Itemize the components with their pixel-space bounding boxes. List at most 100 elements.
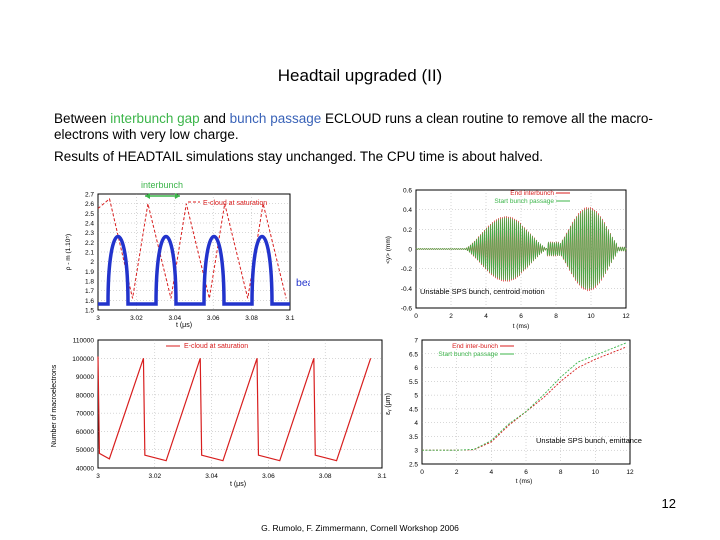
x-tick-label: 2: [449, 313, 453, 320]
footer-credit: G. Rumolo, F. Zimmermann, Cornell Worksh…: [261, 523, 459, 533]
x-tick-label: 3.02: [148, 473, 161, 480]
plot1-y-ticks: 2.7 2.6 2.5 2.4 2.3 2.2 2.1 2 1.9 1.8 1.7 1.6 1.5: [85, 192, 94, 315]
plot3-y-ticks: 110000 100000 90000 80000 70000 60000 50000 400…: [72, 338, 94, 473]
plot1-legend-label: E-cloud at saturation: [203, 200, 267, 207]
x-tick-label: 10: [592, 469, 600, 476]
y-tick-label: 40000: [76, 466, 94, 473]
y-tick-label: 2.5: [85, 211, 94, 218]
plot-ecloud-signal: 2.7 2.6 2.5 2.4 2.3 2.2 2.1 2 1.9 1.8 1.7 1.6 1.5 3 3…: [65, 180, 310, 329]
x-tick-label: 6: [519, 313, 523, 320]
y-tick-label: 1.5: [85, 308, 94, 315]
y-tick-label: 0.2: [403, 227, 412, 234]
x-tick-label: 0: [414, 313, 418, 320]
x-tick-label: 3.08: [319, 473, 332, 480]
x-tick-label: 4: [484, 313, 488, 320]
y-tick-label: 5: [414, 393, 418, 400]
y-tick-label: 2.3: [85, 230, 94, 237]
y-tick-label: 80000: [76, 392, 94, 399]
plot2-y-ticks: 0.6 0.4 0.2 0 -0.2 -0.4 -0.6: [401, 188, 413, 313]
interbunch-arrow-left-head: [145, 193, 150, 199]
plot-emittance: 7 6.5 6 5.5 5 4.5 4 3.5 3 2.5 0 2 4 6 8 10 12 End inter…: [385, 338, 644, 486]
x-tick-label: 4: [490, 469, 494, 476]
x-tick-label: 8: [554, 313, 558, 320]
y-tick-label: 7: [414, 338, 418, 345]
plot4-annotation: Unstable SPS bunch, emittance evolution: [536, 436, 644, 445]
y-tick-label: -0.2: [401, 266, 413, 273]
plot3-x-ticks: 3 3.02 3.04 3.06 3.08 3.1: [96, 473, 387, 480]
x-tick-label: 3.04: [205, 473, 218, 480]
x-tick-label: 3: [96, 473, 100, 480]
plot2-series-start-bunch: [415, 208, 627, 290]
y-tick-label: 0.6: [403, 188, 412, 195]
slide-title: Headtail upgraded (II): [277, 66, 443, 85]
plot4-frame: [421, 339, 631, 465]
x-tick-label: 3.08: [245, 315, 258, 322]
plot4-x-ticks: 0 2 4 6 8 10 12: [420, 469, 634, 476]
x-tick-label: 3.02: [130, 315, 143, 322]
y-tick-label: 50000: [76, 447, 94, 454]
y-tick-label: 2.7: [85, 192, 94, 199]
paragraph-results: Results of HEADTAIL simulations stay unc…: [54, 149, 543, 164]
x-tick-label: 12: [622, 313, 630, 320]
x-tick-label: 12: [626, 469, 634, 476]
y-tick-label: 2.1: [85, 250, 94, 257]
plot3-xlabel: t (μs): [230, 481, 246, 488]
plot1-xlabel: t (μs): [176, 322, 192, 329]
bunch-passage-term: bunch passage: [229, 111, 322, 126]
interbunch-arrow-right-head: [175, 193, 180, 199]
y-tick-label: 3.5: [409, 434, 418, 441]
plot2-legend-label-2: Start bunch passage: [494, 198, 554, 205]
para1-text-c: ECLOUD runs a clean routine to remove al…: [54, 111, 653, 142]
y-tick-label: 2.2: [85, 240, 94, 247]
x-tick-label: 10: [587, 313, 595, 320]
plot4-series-start-bunch: [422, 342, 627, 451]
y-tick-label: 1.7: [85, 288, 94, 295]
y-tick-label: 3: [414, 448, 418, 455]
plot4-legend-label-1: End inter-bunch: [452, 343, 498, 350]
page-number: 12: [661, 496, 676, 511]
plot1-bunch-train: [98, 235, 290, 306]
plot2-annotation-line1: Unstable SPS bunch, centroid motion: [420, 287, 545, 296]
paragraph-ecloud-cleaning: Between interbunch gap and bunch passage…: [54, 111, 664, 143]
y-tick-label: 0.4: [403, 207, 412, 214]
x-tick-label: 3.1: [377, 473, 386, 480]
y-tick-label: 90000: [76, 374, 94, 381]
y-tick-label: 0: [408, 247, 412, 254]
y-tick-label: 1.9: [85, 269, 94, 276]
y-tick-label: 100000: [72, 356, 94, 363]
x-tick-label: 0: [420, 469, 424, 476]
x-tick-label: 3.04: [168, 315, 181, 322]
para1-text-b: and: [199, 111, 230, 126]
y-tick-label: -0.6: [401, 306, 413, 313]
plot4-y-ticks: 7 6.5 6 5.5 5 4.5 4 3.5 3 2.5: [409, 338, 418, 469]
y-tick-label: 2.5: [409, 462, 418, 469]
y-tick-label: 1.6: [85, 298, 94, 305]
x-tick-label: 3.06: [262, 473, 275, 480]
y-tick-label: 70000: [76, 411, 94, 418]
y-tick-label: 1.8: [85, 279, 94, 286]
y-tick-label: 2: [90, 259, 94, 266]
beam-label: beam: [296, 277, 310, 289]
plot1-ylabel: ρ - m (1.10⁵): [65, 234, 72, 270]
y-tick-label: 4: [414, 420, 418, 427]
y-tick-label: 2.6: [85, 201, 94, 208]
y-tick-label: 6: [414, 365, 418, 372]
x-tick-label: 8: [559, 469, 563, 476]
y-tick-label: 60000: [76, 429, 94, 436]
y-tick-label: 2.4: [85, 221, 94, 228]
plot2-legend-label-1: End interbunch: [510, 190, 554, 197]
interbunch-label: interbunch: [141, 180, 183, 190]
plot2-ylabel: <y> (mm): [385, 236, 392, 264]
x-tick-label: 6: [524, 469, 528, 476]
plot4-legend-label-2: Start bunch passage: [438, 351, 498, 358]
x-tick-label: 3.1: [285, 315, 294, 322]
y-tick-label: -0.4: [401, 286, 413, 293]
plot3-frame: [97, 339, 383, 469]
plot1-series-ecloud: [97, 197, 287, 299]
x-tick-label: 3: [96, 315, 100, 322]
plot4-ylabel: εᵧ (μm): [385, 393, 392, 415]
y-tick-label: 4.5: [409, 406, 418, 413]
plot3-ylabel: Number of macroelectrons: [51, 364, 58, 447]
y-tick-label: 110000: [73, 338, 95, 345]
para1-text-a: Between: [54, 111, 111, 126]
